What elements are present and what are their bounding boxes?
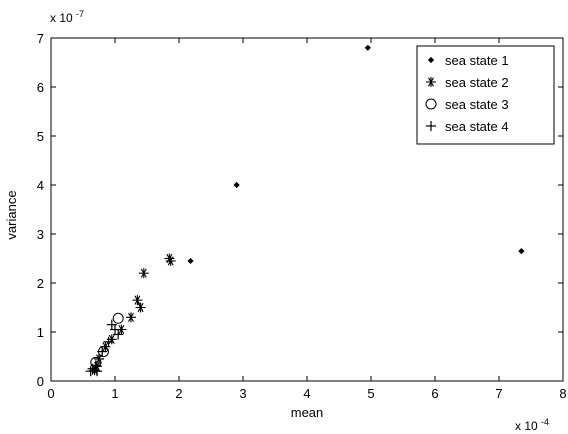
x-tick-label: 5 xyxy=(367,386,374,401)
x-tick-label: 4 xyxy=(303,386,310,401)
legend-marker xyxy=(426,121,436,131)
y-axis-label: variance xyxy=(4,190,19,239)
x-tick-label: 2 xyxy=(175,386,182,401)
data-point-series-4 xyxy=(85,366,96,377)
y-multiplier-exponent: -7 xyxy=(76,9,84,19)
x-tick-label: 1 xyxy=(111,386,118,401)
y-axis-multiplier: x 10 -7 xyxy=(50,9,84,25)
x-tick-label: 0 xyxy=(47,386,54,401)
data-point-series-4 xyxy=(103,336,114,347)
x-tick-label: 8 xyxy=(559,386,566,401)
data-point-series-4 xyxy=(94,353,104,364)
axes xyxy=(50,37,564,382)
y-tick-label: 4 xyxy=(37,178,44,193)
legend-box xyxy=(416,45,555,145)
data-point-series-4 xyxy=(87,363,98,374)
y-tick-label: 0 xyxy=(37,374,44,389)
legend-entry-label: sea state 1 xyxy=(445,53,509,68)
tick-labels: 0 1 2 3 4 5 6 7 8 0 1 2 3 4 5 6 7 xyxy=(37,31,567,401)
data-point-series-2 xyxy=(165,255,176,266)
x-multiplier-base: x 10 xyxy=(515,419,538,433)
y-tick-label: 7 xyxy=(37,31,44,46)
x-axis-multiplier: x 10 -4 xyxy=(515,417,549,433)
legend-entry-label: sea state 3 xyxy=(445,97,509,112)
legend-entry-label: sea state 4 xyxy=(445,119,509,134)
y-tick-label: 2 xyxy=(37,276,44,291)
y-tick-label: 6 xyxy=(37,80,44,95)
data-point-series-2 xyxy=(135,302,146,313)
data-point-series-2 xyxy=(126,312,136,323)
legend-marker xyxy=(426,77,436,87)
data-point-series-2 xyxy=(132,295,143,306)
legend-entry-label: sea state 2 xyxy=(445,75,509,90)
data-point-series-4 xyxy=(113,329,124,340)
y-tick-label: 3 xyxy=(37,227,44,242)
data-point-series-2 xyxy=(138,268,149,279)
y-multiplier-base: x 10 xyxy=(50,11,73,25)
legend-marker xyxy=(425,98,437,110)
x-tick-label: 6 xyxy=(431,386,438,401)
data-point-series-4 xyxy=(97,346,108,357)
x-axis-label: mean xyxy=(291,405,324,420)
y-tick-label: 5 xyxy=(37,129,44,144)
legend: sea state 1 sea state 2 sea state 3 sea sta… xyxy=(416,45,555,145)
y-tick-label: 1 xyxy=(37,325,44,340)
x-tick-label: 7 xyxy=(495,386,502,401)
x-tick-label: 3 xyxy=(239,386,246,401)
data-point-series-3 xyxy=(112,312,124,324)
x-multiplier-exponent: -4 xyxy=(541,417,549,427)
